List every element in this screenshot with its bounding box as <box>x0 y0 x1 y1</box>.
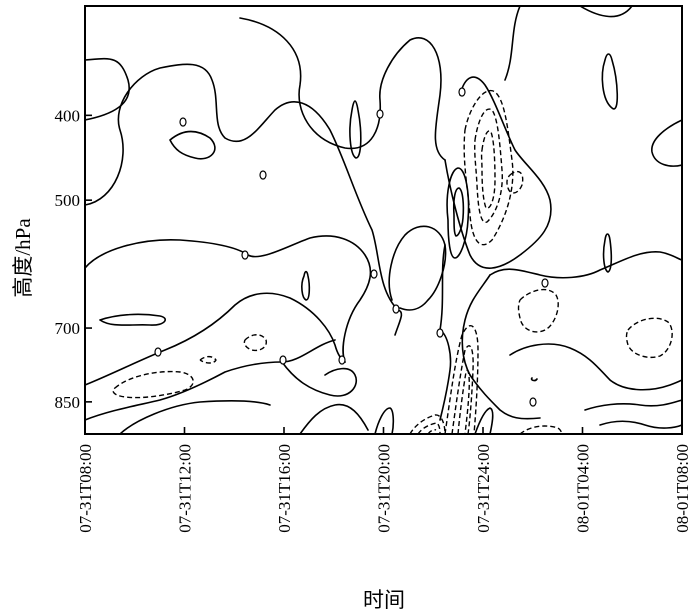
dashed-contour <box>480 130 496 209</box>
solid-contour <box>374 407 395 434</box>
solid-contour <box>85 63 399 311</box>
contour-label-marker <box>458 87 466 97</box>
solid-contour <box>85 292 346 386</box>
contour-label-marker <box>541 278 549 288</box>
contour-label-marker <box>392 304 400 314</box>
x-tick-label: 07-31T20:00 <box>375 444 394 533</box>
solid-contour <box>85 57 130 121</box>
dashed-contour <box>457 369 470 434</box>
dashed-contour <box>243 334 267 352</box>
solid-contour <box>239 17 446 161</box>
solid-contour <box>584 399 682 411</box>
solid-contour <box>281 361 357 397</box>
x-axis-title: 时间 <box>363 588 405 612</box>
solid-contour <box>85 235 372 363</box>
contour-label-marker <box>154 347 162 357</box>
dashed-contour <box>474 108 503 223</box>
plot-frame <box>84 5 683 435</box>
solid-contour <box>530 377 538 382</box>
solid-contour <box>651 119 682 167</box>
x-tick-label: 07-31T24:00 <box>474 444 493 533</box>
solid-contour <box>299 403 369 434</box>
contour-label-marker <box>179 117 187 127</box>
solid-contour <box>601 53 619 110</box>
contour-label-marker <box>279 355 287 365</box>
x-tick-label: 07-31T12:00 <box>176 444 195 533</box>
dashed-contour <box>463 89 514 246</box>
contour-label-marker <box>338 355 346 365</box>
x-tick-label: 07-31T08:00 <box>76 444 95 533</box>
contour-label-marker <box>259 170 267 180</box>
dashed-contour <box>112 370 194 399</box>
dashed-contour <box>199 355 217 364</box>
contour-label-marker <box>370 269 378 279</box>
solid-contour <box>446 167 470 259</box>
dashed-contour <box>444 324 479 434</box>
dashed-contour <box>409 414 446 434</box>
solid-contour <box>85 339 336 421</box>
solid-contour <box>509 343 682 391</box>
dashed-contour <box>506 170 524 194</box>
y-axis-title: 高度/hPa <box>11 218 35 298</box>
solid-contour <box>394 309 403 336</box>
y-axis: 400 500 700 850 <box>55 106 92 412</box>
x-axis: 07-31T08:00 07-31T12:00 07-31T16:00 07-31T2… <box>76 427 692 533</box>
solid-contour <box>504 6 521 81</box>
solid-contour <box>461 274 491 376</box>
solid-contour <box>452 187 465 237</box>
solid-contour <box>579 6 633 18</box>
dashed-contour <box>517 288 559 333</box>
solid-contour <box>119 399 271 434</box>
x-tick-label: 08-01T04:00 <box>574 444 593 533</box>
solid-contour <box>474 407 494 434</box>
solid-contour <box>444 76 552 269</box>
contour-label-marker <box>376 109 384 119</box>
solid-contour <box>469 374 541 420</box>
contour-lines <box>85 6 682 434</box>
solid-contour <box>599 420 682 429</box>
solid-contour <box>301 270 311 301</box>
y-tick-label: 700 <box>55 319 81 338</box>
y-tick-label: 400 <box>55 106 81 125</box>
solid-contour <box>439 329 452 421</box>
dashed-contour <box>625 317 673 359</box>
contour-label-marker <box>436 328 444 338</box>
solid-contour <box>349 100 362 159</box>
dashed-contour <box>519 425 562 434</box>
contour-labels <box>154 87 549 407</box>
contour-label-marker <box>529 397 537 407</box>
x-tick-label: 08-01T08:00 <box>673 444 692 533</box>
contour-label-marker <box>241 250 249 260</box>
solid-contour <box>169 130 216 160</box>
solid-contour <box>439 244 446 331</box>
solid-contour <box>489 251 682 279</box>
solid-contour <box>388 225 447 311</box>
y-tick-label: 500 <box>55 191 81 210</box>
x-tick-label: 07-31T16:00 <box>275 444 294 533</box>
solid-contour <box>602 233 613 273</box>
solid-contour <box>99 313 166 326</box>
y-tick-label: 850 <box>55 393 81 412</box>
dashed-contour <box>451 345 474 434</box>
